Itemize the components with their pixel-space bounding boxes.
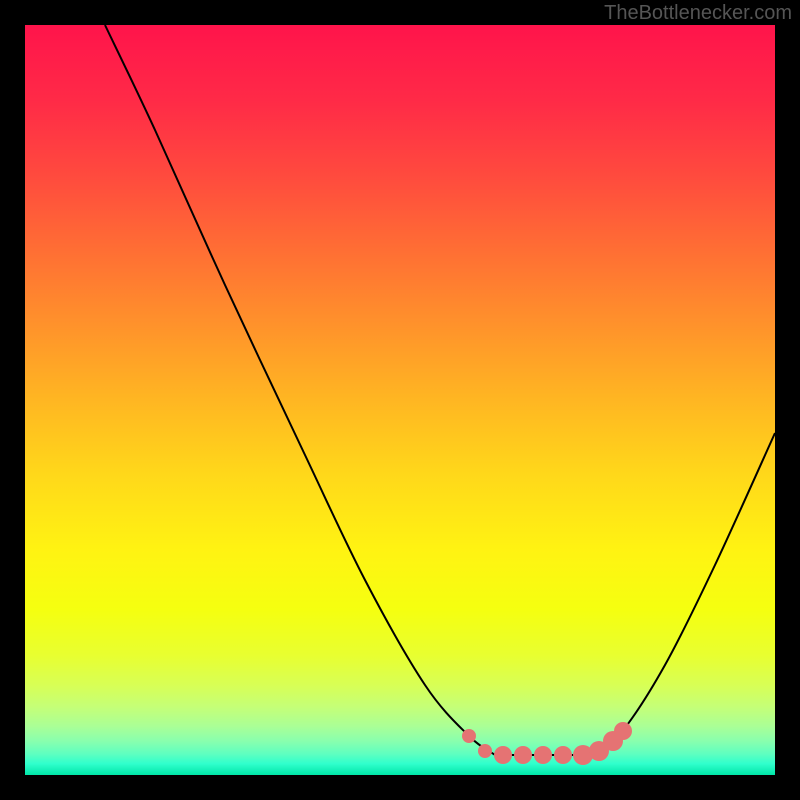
watermark-text: TheBottlenecker.com bbox=[604, 2, 792, 25]
marker-point bbox=[462, 729, 476, 743]
marker-point bbox=[614, 722, 632, 740]
marker-point bbox=[534, 746, 552, 764]
plot-area bbox=[25, 25, 775, 775]
chart-frame: TheBottlenecker.com bbox=[0, 0, 800, 800]
marker-point bbox=[554, 746, 572, 764]
gradient-background bbox=[25, 25, 775, 775]
marker-point bbox=[478, 744, 492, 758]
marker-point bbox=[514, 746, 532, 764]
marker-point bbox=[494, 746, 512, 764]
